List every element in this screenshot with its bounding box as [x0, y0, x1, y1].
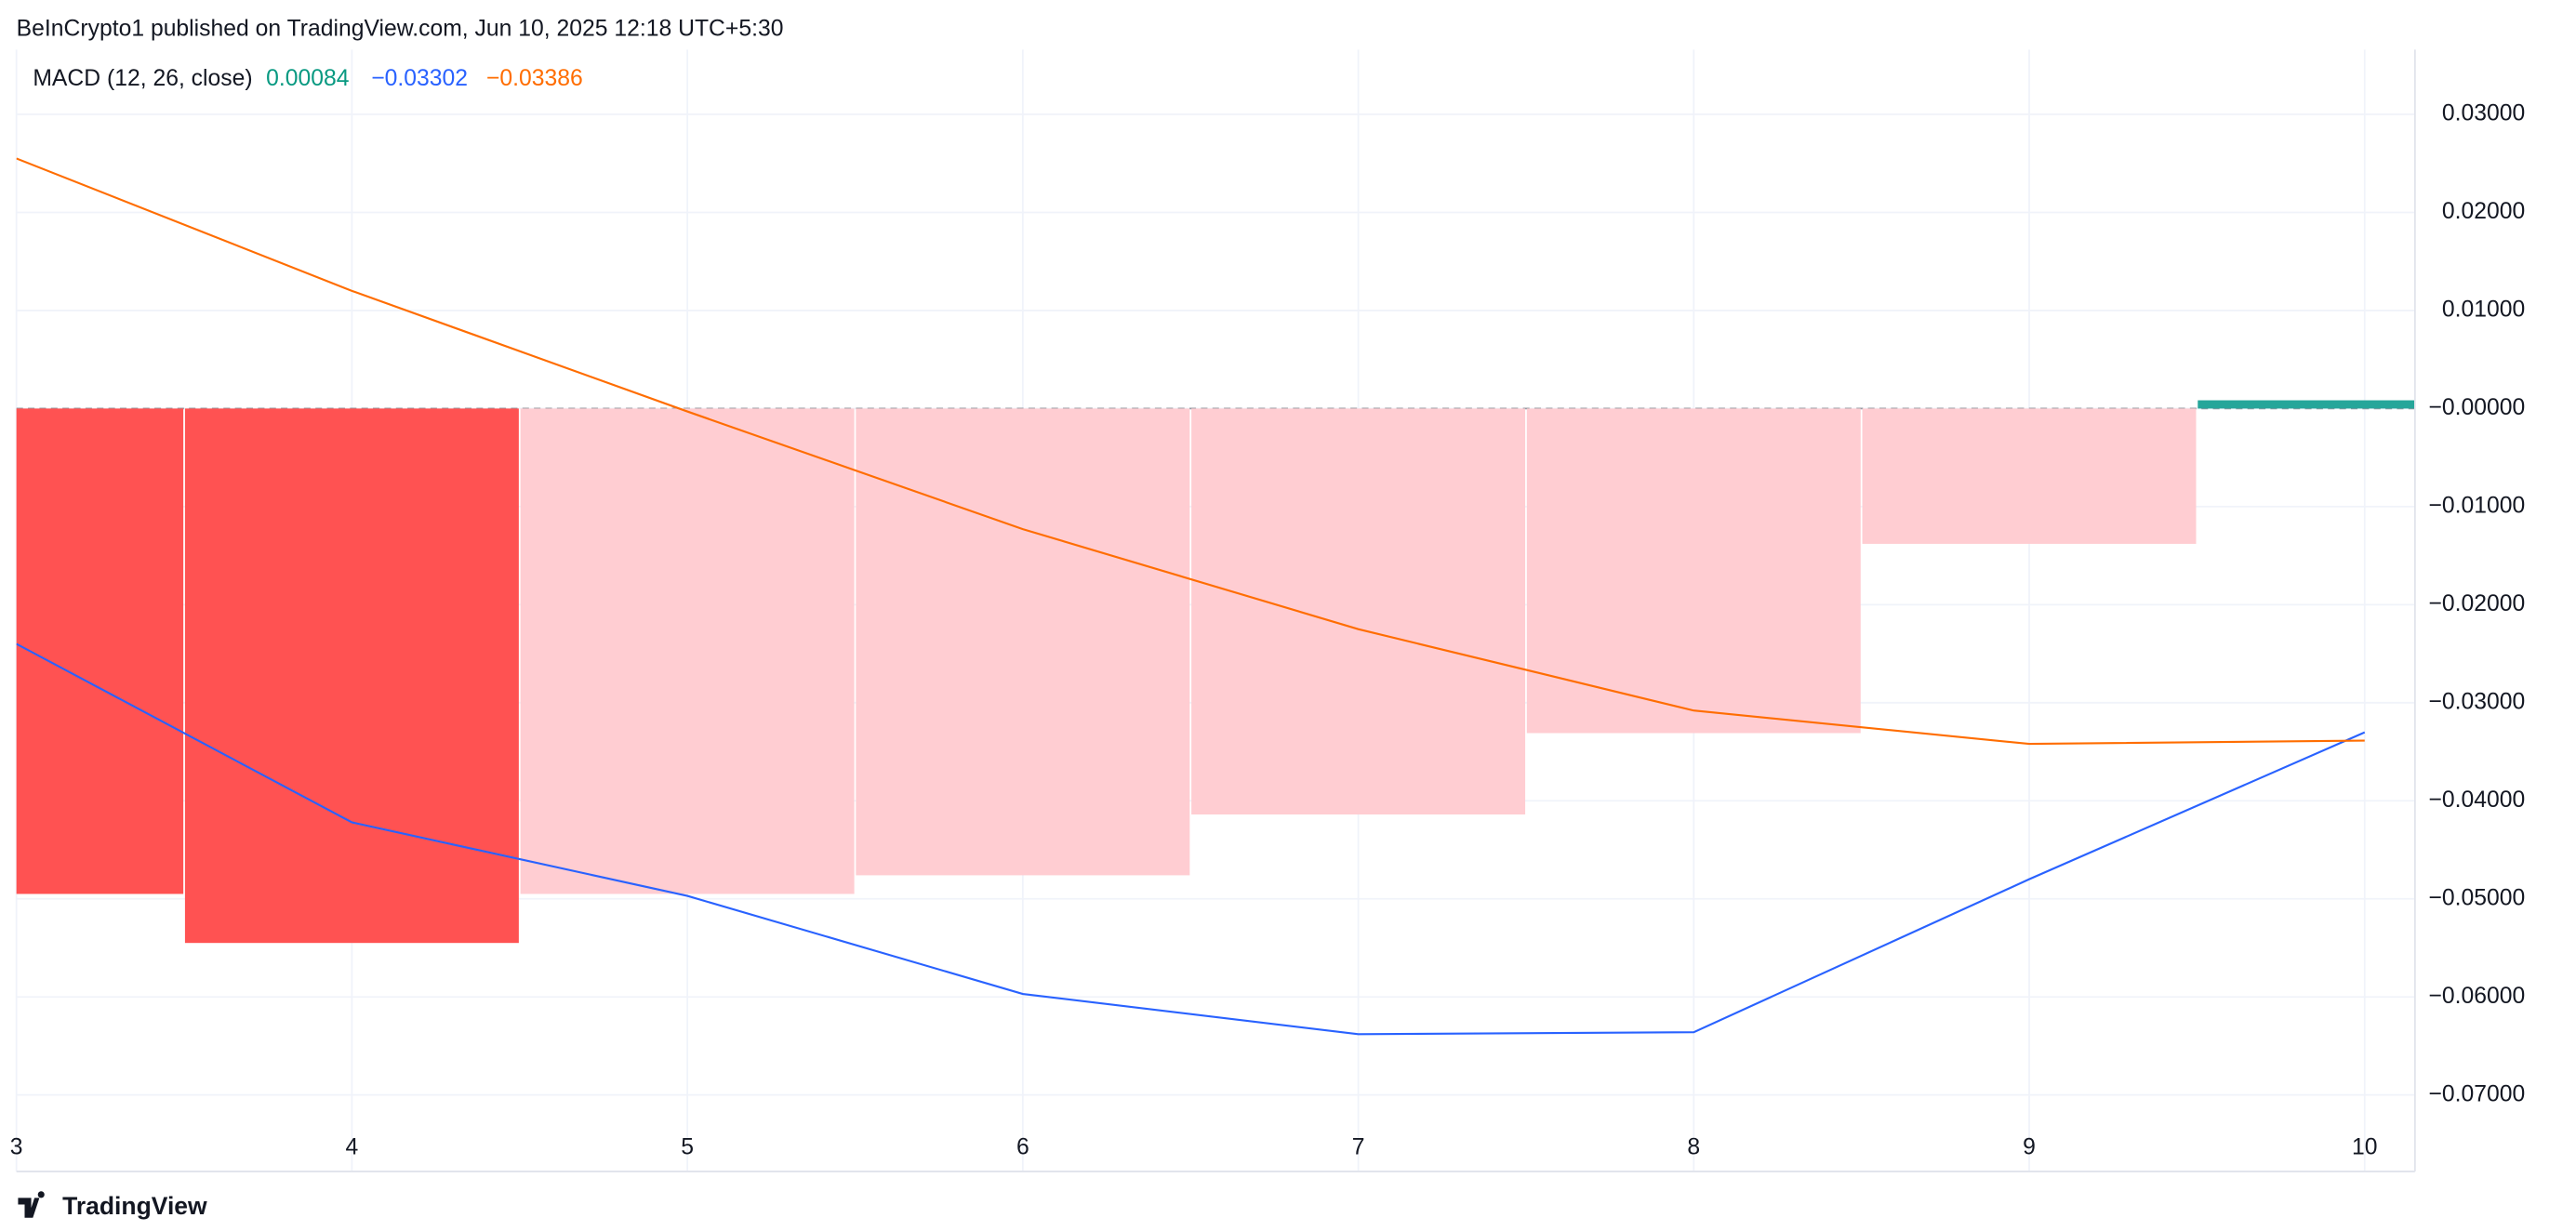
y-tick-label: −0.04000 [2428, 788, 2525, 813]
histogram-bar [1862, 408, 2197, 544]
y-tick-label: 0.02000 [2442, 199, 2525, 224]
y-tick-label: −0.01000 [2428, 493, 2525, 518]
y-tick-label: −0.03000 [2428, 689, 2525, 714]
y-tick-label: −0.02000 [2428, 591, 2525, 616]
y-tick-label: 0.01000 [2442, 297, 2525, 322]
histogram-bar [1526, 408, 1861, 734]
x-tick-label: 3 [10, 1135, 23, 1160]
legend-title: MACD (12, 26, close) [33, 66, 252, 91]
logo-icon [18, 1191, 45, 1218]
histogram-bar [1191, 408, 1526, 815]
x-tick-label: 8 [1687, 1135, 1700, 1160]
histogram-bar [2198, 400, 2415, 409]
line-series [16, 157, 2365, 746]
brand-name: TradingView [62, 1192, 207, 1220]
histogram-bar [520, 408, 855, 894]
y-tick-label: −0.07000 [2428, 1081, 2525, 1106]
histogram-bar [856, 408, 1190, 876]
legend-value: −0.03302 [371, 66, 468, 91]
source-line: BeInCrypto1 published on TradingView.com… [17, 17, 784, 42]
y-tick-label: −0.00000 [2428, 395, 2525, 420]
x-tick-label: 5 [681, 1135, 694, 1160]
histogram-bar [16, 408, 184, 894]
brand-logo: TradingView [18, 1191, 207, 1220]
y-tick-label: −0.06000 [2428, 984, 2525, 1009]
x-tick-label: 4 [346, 1135, 359, 1160]
axes: 0.03000 0.02000 0.01000 −0.00000 −0.01000 −0.… [10, 101, 2525, 1160]
legend-value: 0.00084 [266, 66, 350, 91]
line-series [16, 642, 2366, 1036]
x-tick-label: 7 [1352, 1135, 1365, 1160]
histogram-bar [184, 408, 519, 944]
x-tick-label: 10 [2352, 1135, 2378, 1160]
x-tick-label: 9 [2023, 1135, 2036, 1160]
plot-area [16, 157, 2415, 1036]
y-tick-label: −0.05000 [2428, 885, 2525, 910]
legend-value: −0.03386 [486, 66, 583, 91]
x-tick-label: 6 [1016, 1135, 1029, 1160]
y-tick-label: 0.03000 [2442, 101, 2525, 126]
legend: MACD (12, 26, close) 0.00084 −0.03302 −0.0… [33, 66, 582, 91]
